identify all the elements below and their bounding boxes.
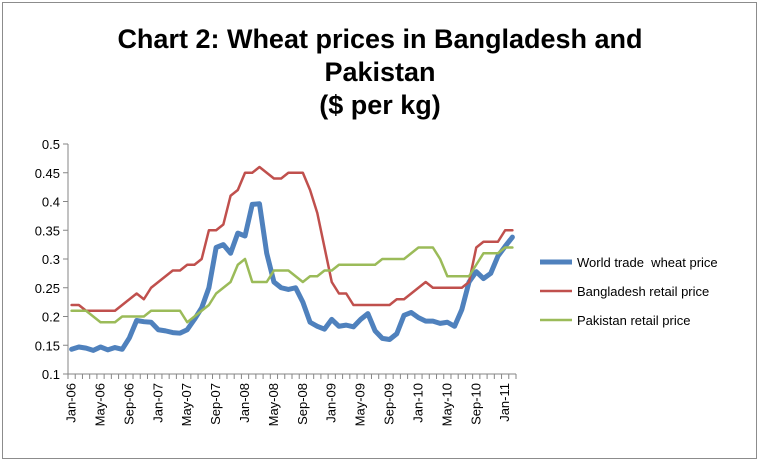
x-tick-label: Jan-06 [64,383,79,423]
chart-title-line-2: Pakistan [324,57,435,87]
x-tick-label: May-10 [439,383,454,426]
y-tick-label: 0.25 [35,281,60,296]
legend-label-1: World trade wheat price [577,255,718,270]
x-tick-label: Jan-11 [497,383,512,422]
plot-axes: 0.1 0.15 0.2 0.25 0.3 0.35 0.4 0.45 0.5 Jan-06 May… [35,137,517,426]
chart-title: Chart 2: Wheat prices in Bangladesh and … [117,24,642,120]
x-tick-label: Jan-08 [237,383,252,423]
x-tick-label: Sep-10 [468,383,483,425]
y-tick-label: 0.1 [42,367,60,382]
x-tick-label: Jan-09 [324,383,339,423]
y-tick-label: 0.3 [42,252,60,267]
x-tick-label: Sep-06 [121,383,136,425]
series-line-2 [70,165,514,312]
chart-title-line-1: Chart 2: Wheat prices in Bangladesh and [117,24,642,54]
x-tick-label: Jan-10 [410,383,425,423]
x-tick-label: May-06 [93,383,108,426]
legend-label-2: Bangladesh retail price [577,284,709,299]
y-tick-label: 0.2 [42,310,60,325]
x-tick-label: May-09 [353,383,368,426]
series-line-1 [69,201,515,353]
plot-series [69,165,515,353]
y-tick-label: 0.15 [35,338,60,353]
x-tick-label: Sep-09 [382,383,397,425]
legend: World trade wheat price Bangladesh retail… [540,255,718,328]
y-tick-label: 0.5 [42,137,60,152]
x-tick-label: Sep-08 [295,383,310,425]
x-tick-label: May-08 [266,383,281,426]
x-tick-label: Sep-07 [208,383,223,425]
x-tick-label: May-07 [179,383,194,426]
chart-frame [2,2,757,459]
y-tick-label: 0.4 [42,195,60,210]
y-tick-label: 0.35 [35,223,60,238]
y-tick-label: 0.45 [35,166,60,181]
chart-title-line-3: ($ per kg) [319,90,441,120]
legend-label-3: Pakistan retail price [577,313,690,328]
x-tick-label: Jan-07 [150,383,165,423]
series-line-3 [70,246,514,324]
